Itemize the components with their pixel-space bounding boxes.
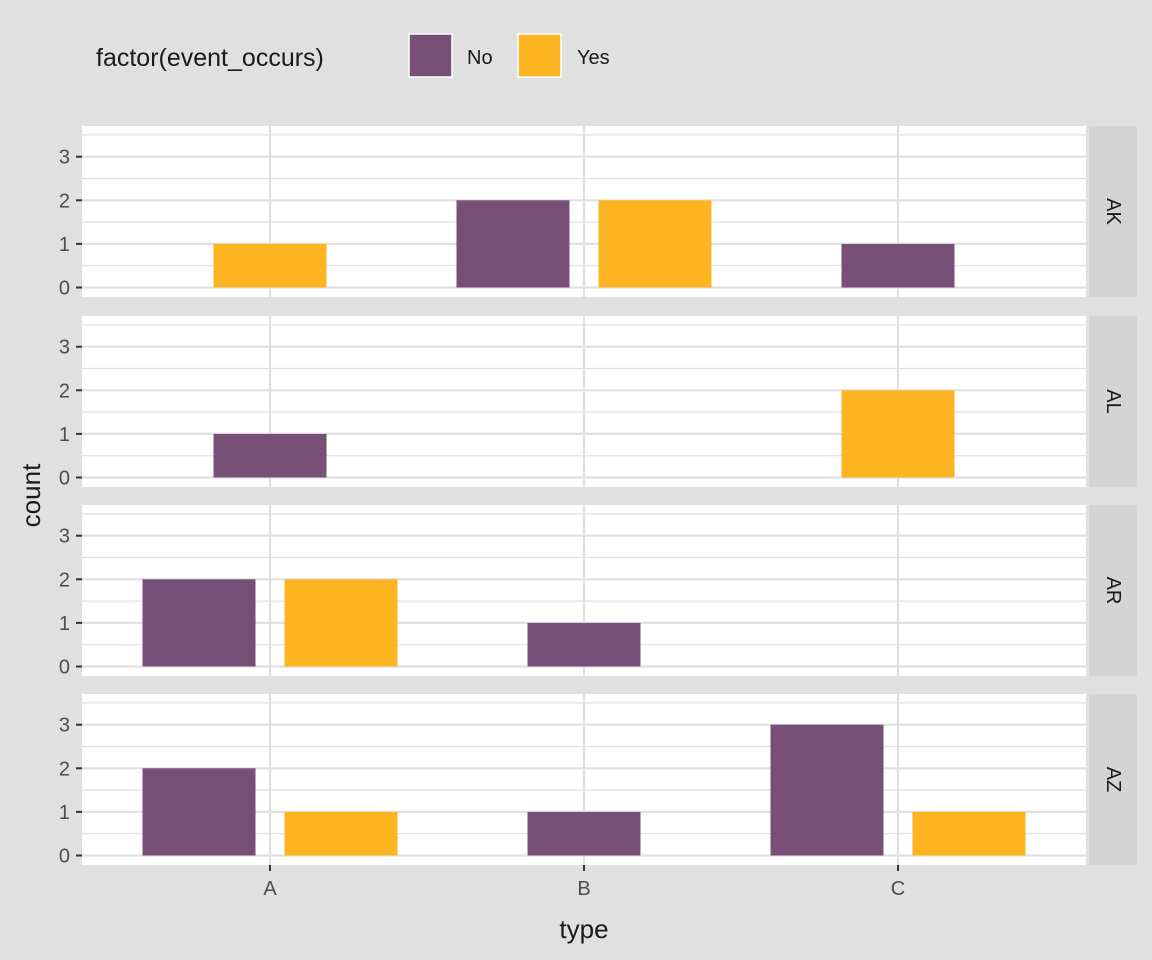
legend-swatch-no — [408, 33, 453, 78]
y-tick-label: 0 — [59, 846, 70, 868]
bar-az-c-no — [770, 724, 884, 856]
bar-al-a-no — [213, 433, 327, 478]
x-tick-label-c: C — [891, 878, 905, 900]
bar-ar-a-no — [142, 579, 256, 667]
facet-panel-ar: 0 1 2 3 AR — [59, 505, 1137, 679]
bar-ak-a-yes — [213, 243, 327, 288]
facet-strip — [1089, 505, 1137, 676]
bar-ak-b-yes — [598, 200, 712, 288]
facet-strip — [1089, 126, 1137, 297]
y-tick-label: 0 — [59, 278, 70, 300]
bar-ak-c-no — [841, 243, 955, 288]
y-tick-label: 1 — [59, 234, 70, 256]
y-tick-label: 2 — [59, 190, 70, 212]
bar-ar-a-yes — [284, 579, 398, 667]
y-tick-label: 3 — [59, 526, 70, 548]
x-axis-title: type — [559, 914, 608, 944]
y-tick-label: 0 — [59, 468, 70, 490]
y-tick-label: 3 — [59, 715, 70, 737]
y-tick-label: 1 — [59, 802, 70, 824]
x-tick-label-a: A — [263, 878, 277, 900]
legend-label-no: No — [467, 47, 493, 69]
y-axis-title: count — [16, 463, 46, 527]
facet-strip — [1089, 316, 1137, 487]
y-tick-label: 2 — [59, 758, 70, 780]
y-tick-label: 2 — [59, 569, 70, 591]
facet-strip — [1089, 694, 1137, 865]
bar-az-b-no — [527, 811, 641, 856]
y-tick-label: 3 — [59, 147, 70, 169]
y-tick-label: 3 — [59, 337, 70, 359]
facet-panel-ak: 0 1 2 3 AK — [59, 126, 1137, 300]
y-tick-label: 1 — [59, 613, 70, 635]
y-tick-label: 1 — [59, 424, 70, 446]
bar-az-a-no — [142, 768, 256, 856]
bar-ar-b-no — [527, 622, 641, 667]
legend-label-yes: Yes — [577, 47, 610, 69]
bar-al-c-yes — [841, 390, 955, 478]
legend-title: factor(event_occurs) — [96, 44, 324, 72]
y-tick-label: 0 — [59, 657, 70, 679]
facet-panel-az: 0 1 2 3 AZ — [59, 694, 1137, 868]
y-tick-label: 2 — [59, 380, 70, 402]
legend-swatch-yes — [517, 33, 562, 78]
facet-strip-label: AZ — [1102, 767, 1124, 793]
bar-ak-b-no — [456, 200, 570, 288]
bar-az-a-yes — [284, 811, 398, 856]
facet-panel-al: 0 1 2 3 AL — [59, 316, 1137, 490]
facet-strip-label: AL — [1102, 389, 1124, 413]
facet-strip-label: AK — [1102, 198, 1124, 225]
x-tick-label-b: B — [577, 878, 590, 900]
facet-strip-label: AR — [1102, 577, 1124, 605]
bar-az-c-yes — [912, 811, 1026, 856]
